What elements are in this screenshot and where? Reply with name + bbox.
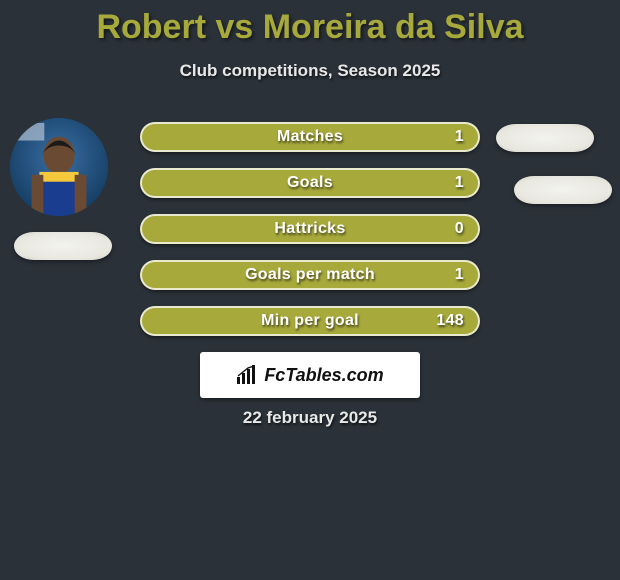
stat-value: 1 bbox=[455, 266, 464, 284]
logo-text: FcTables.com bbox=[264, 365, 383, 386]
fctables-logo: FcTables.com bbox=[200, 352, 420, 398]
stat-value: 1 bbox=[455, 174, 464, 192]
stat-bar: Matches 1 bbox=[140, 122, 480, 152]
stat-label: Min per goal bbox=[261, 312, 359, 330]
stat-label: Goals per match bbox=[245, 266, 375, 284]
stat-bar: Goals per match 1 bbox=[140, 260, 480, 290]
stat-bar: Min per goal 148 bbox=[140, 306, 480, 336]
page-title: Robert vs Moreira da Silva bbox=[0, 0, 620, 47]
stat-value: 1 bbox=[455, 128, 464, 146]
flag-left bbox=[14, 232, 112, 260]
stat-bar: Hattricks 0 bbox=[140, 214, 480, 244]
stat-value: 148 bbox=[436, 312, 464, 330]
player-photo-icon bbox=[10, 118, 108, 216]
flag-right-2 bbox=[514, 176, 612, 204]
stat-bars: Matches 1 Goals 1 Hattricks 0 Goals per … bbox=[140, 122, 480, 352]
stat-label: Hattricks bbox=[274, 220, 345, 238]
stat-bar: Goals 1 bbox=[140, 168, 480, 198]
bar-chart-icon bbox=[236, 365, 258, 385]
player-left-avatar bbox=[10, 118, 108, 216]
flag-right-1 bbox=[496, 124, 594, 152]
stat-value: 0 bbox=[455, 220, 464, 238]
stat-label: Goals bbox=[287, 174, 333, 192]
stat-label: Matches bbox=[277, 128, 343, 146]
date-label: 22 february 2025 bbox=[0, 408, 620, 428]
page-subtitle: Club competitions, Season 2025 bbox=[0, 61, 620, 81]
